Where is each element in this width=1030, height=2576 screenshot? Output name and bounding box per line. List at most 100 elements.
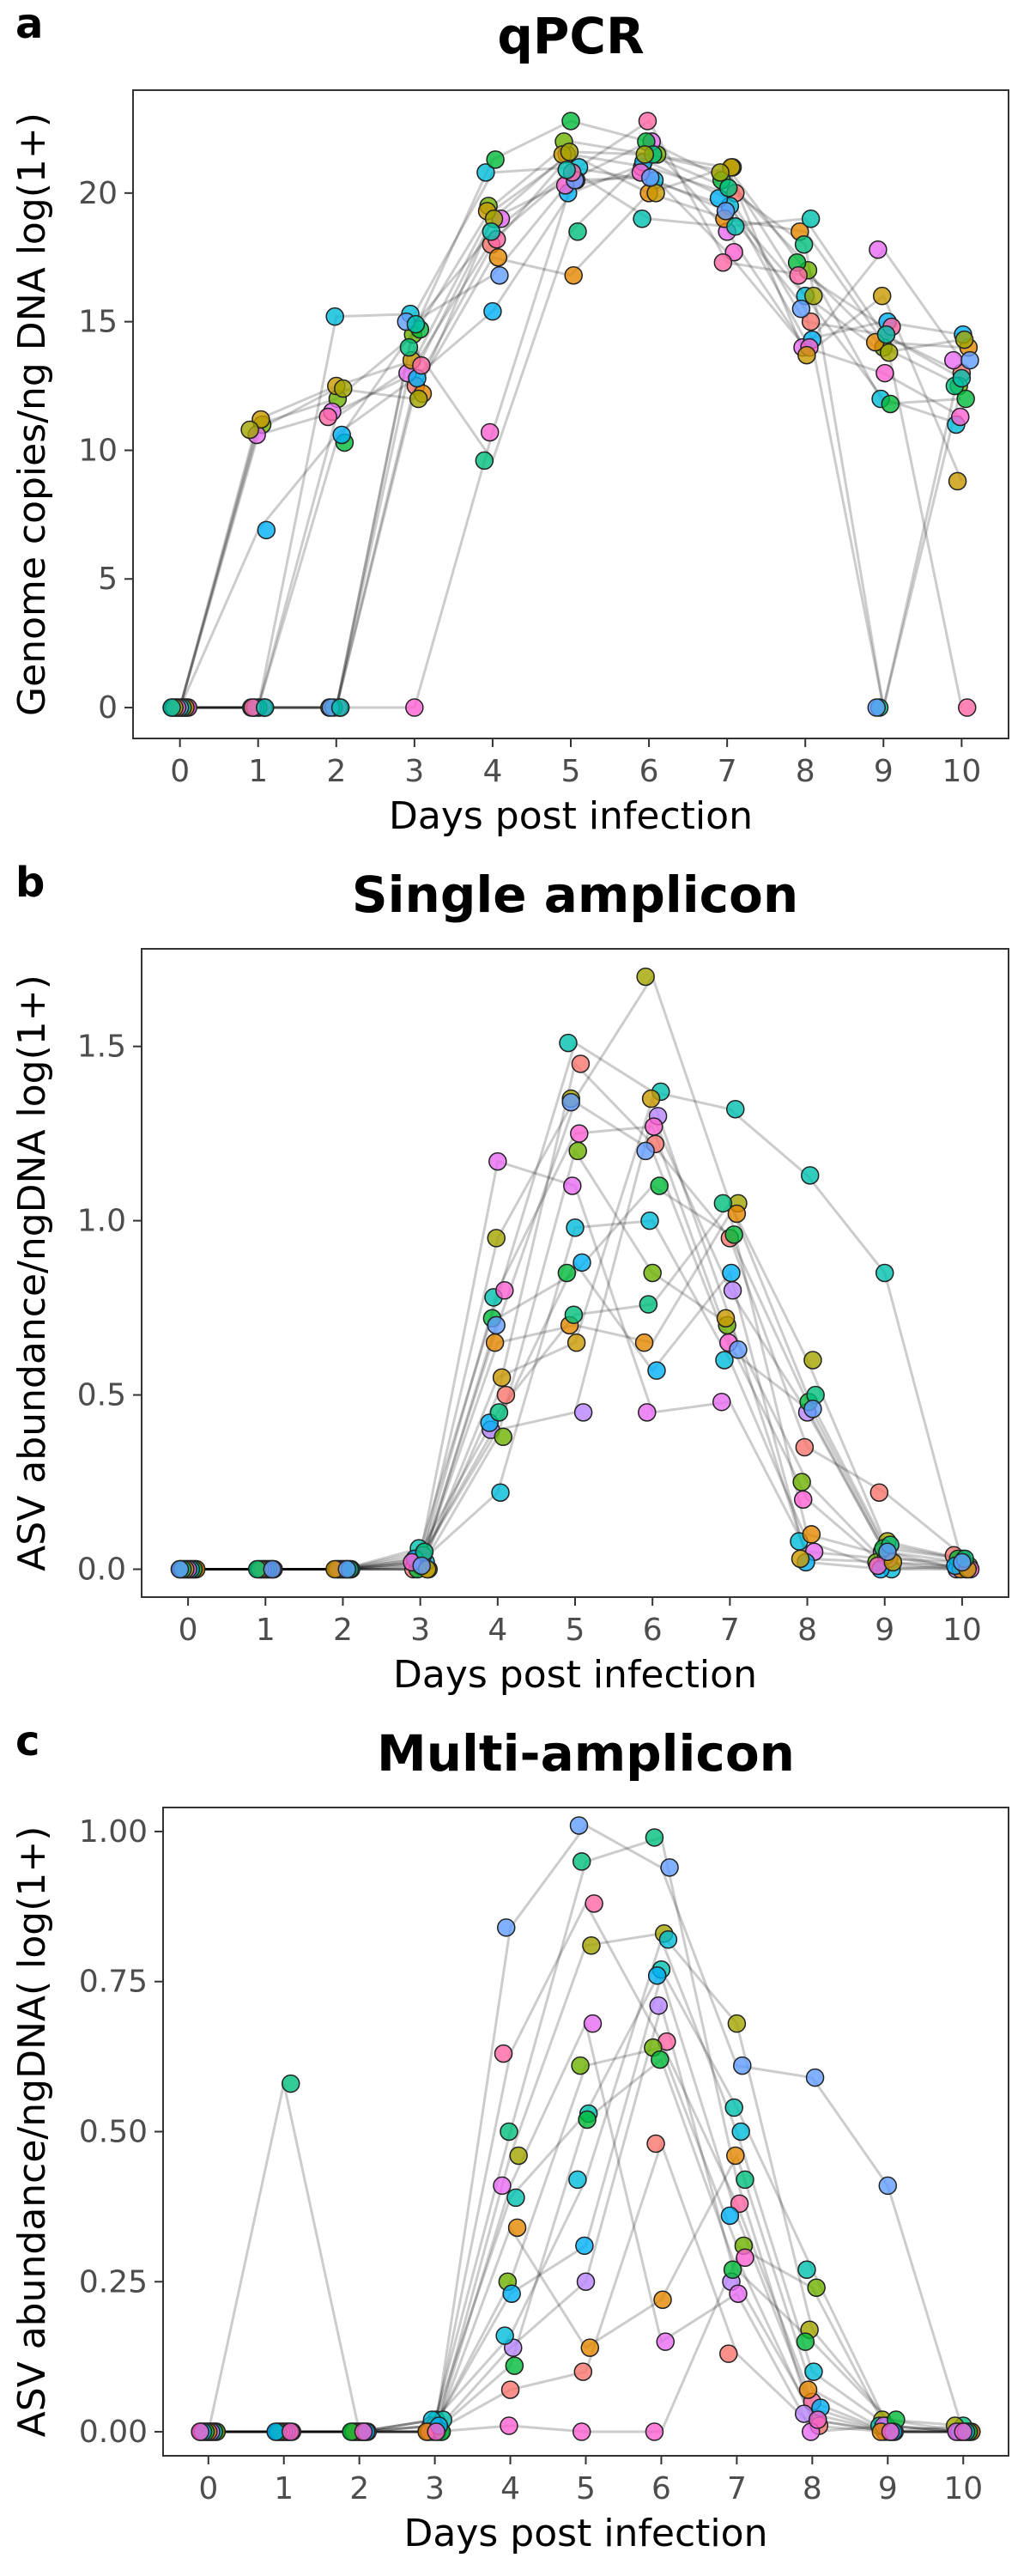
data-point [636, 1141, 655, 1161]
panel-letter: c [15, 1717, 40, 1765]
y-tick-label: 10 [78, 433, 118, 468]
data-point [318, 407, 337, 427]
data-point [729, 2284, 748, 2303]
data-point [557, 1263, 577, 1283]
data-point [727, 2014, 747, 2033]
chart-title: qPCR [497, 7, 644, 65]
data-point [878, 1542, 897, 1561]
data-point [643, 1263, 662, 1283]
x-tick-label: 4 [482, 754, 502, 789]
y-tick-label: 0.75 [79, 1965, 148, 2000]
data-point [573, 1403, 593, 1422]
y-axis-title: Genome copies/ng DNA log(1+) [10, 112, 54, 716]
x-tick-label: 7 [720, 1613, 740, 1648]
data-point [634, 1333, 654, 1352]
y-tick-label: 0.5 [77, 1378, 126, 1413]
data-point [263, 1559, 282, 1579]
data-point [240, 420, 259, 440]
chart-title: Single amplicon [352, 866, 798, 924]
data-point [427, 2422, 445, 2441]
y-tick-label: 0.00 [79, 2415, 148, 2450]
data-point [571, 1054, 591, 1073]
data-point [720, 2206, 740, 2226]
data-point [807, 2278, 826, 2298]
data-point [724, 2098, 743, 2117]
x-tick-label: 3 [410, 1613, 430, 1648]
data-point [867, 698, 887, 717]
series-lines [179, 118, 963, 709]
x-tick-label: 6 [639, 754, 659, 789]
data-point [793, 1490, 813, 1510]
single-amplicon-chart: Single amplicon 0 1 2 3 4 5 6 7 8 9 10 0.0 0.5 1.0 1.5 D… [10, 866, 1009, 1697]
data-point [492, 1368, 512, 1388]
series-line [188, 1184, 963, 1571]
data-point [476, 163, 495, 182]
series-line [179, 166, 962, 709]
x-tick-label: 9 [874, 754, 894, 789]
data-point [334, 379, 353, 398]
data-point [559, 1033, 578, 1053]
multi-amplicon-chart: Multi-amplicon 0 1 2 3 4 5 6 7 8 9 10 0.00 0.25 0.50 0.… [10, 1724, 1009, 2555]
data-point [281, 2422, 300, 2441]
x-tick-label: 4 [500, 2471, 520, 2506]
data-point [573, 2362, 593, 2381]
data-point [487, 1315, 506, 1335]
data-point [480, 422, 500, 442]
data-point [409, 389, 428, 409]
x-tick-label: 0 [179, 1613, 198, 1648]
data-point [494, 2044, 513, 2063]
x-tick-label: 2 [349, 2471, 369, 2506]
data-point [505, 2356, 524, 2375]
data-point [645, 1828, 664, 1847]
x-tick-label: 3 [425, 2471, 445, 2506]
series-line [188, 1147, 962, 1571]
data-point [564, 265, 583, 285]
data-point [491, 1483, 510, 1502]
series-line [179, 161, 962, 708]
data-point [649, 1996, 668, 2015]
data-point [804, 286, 823, 306]
data-point [730, 2194, 749, 2214]
data-point [803, 1351, 822, 1370]
x-tick-label: 5 [561, 754, 581, 789]
series-line [179, 168, 963, 709]
data-point [635, 145, 655, 164]
data-point [719, 2344, 738, 2363]
y-tick-label: 5 [98, 562, 118, 597]
data-point [494, 1427, 512, 1447]
data-point [647, 1965, 667, 1985]
data-point [797, 2260, 816, 2280]
data-point [412, 355, 431, 375]
qpcr-chart: qPCR 0 1 2 3 4 5 6 7 8 9 10 0 5 10 15 20 Days post infect… [10, 7, 1009, 838]
x-tick-label: 1 [256, 1613, 276, 1648]
data-point [716, 1309, 736, 1328]
x-tick-label: 2 [333, 1613, 353, 1648]
data-point [795, 1437, 815, 1457]
data-point [557, 161, 576, 179]
y-tick-label: 15 [78, 305, 118, 340]
x-tick-label: 6 [651, 2471, 671, 2506]
data-point [162, 698, 181, 717]
data-point [792, 1473, 811, 1492]
data-point [640, 1211, 659, 1230]
data-point [878, 2176, 898, 2196]
y-tick-label: 0.50 [79, 2115, 148, 2150]
x-tick-label: 3 [404, 754, 424, 789]
x-tick-label: 8 [797, 1613, 817, 1648]
x-tick-label: 7 [718, 754, 737, 789]
y-axis-title: ASV abundance/ngDNA( log(1+) [10, 1826, 54, 2438]
data-point [802, 1525, 821, 1544]
x-tick-label: 10 [942, 1613, 982, 1648]
data-point [502, 2284, 521, 2303]
data-point [869, 240, 888, 259]
data-point [572, 2422, 591, 2441]
data-point [796, 2332, 815, 2351]
data-point [948, 471, 967, 491]
data-point [485, 1333, 505, 1352]
data-point [869, 1483, 889, 1502]
data-point [580, 2338, 600, 2357]
y-tick-label: 1.00 [79, 1814, 148, 1850]
data-point [639, 1295, 658, 1314]
data-point [638, 1403, 657, 1422]
